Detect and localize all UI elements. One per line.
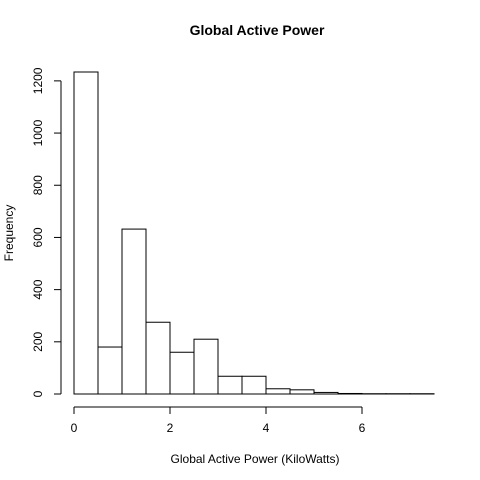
histogram-bar bbox=[194, 339, 218, 394]
histogram-bar bbox=[74, 72, 98, 394]
y-axis: 0 200 400 600 800 1000 1200 bbox=[31, 67, 61, 397]
histogram-bar bbox=[170, 352, 194, 394]
x-axis-label: Global Active Power (KiloWatts) bbox=[171, 452, 340, 466]
histogram-bars bbox=[74, 72, 434, 394]
y-tick-label: 800 bbox=[31, 175, 45, 195]
histogram-bar bbox=[242, 376, 266, 394]
histogram-bar bbox=[314, 392, 338, 394]
histogram-bar bbox=[266, 389, 290, 394]
x-tick-label: 4 bbox=[263, 421, 270, 435]
histogram-bar bbox=[98, 347, 122, 394]
x-tick-label: 6 bbox=[359, 421, 366, 435]
histogram-bar bbox=[218, 376, 242, 394]
y-axis-label: Frequency bbox=[2, 205, 16, 262]
histogram-bar bbox=[146, 322, 170, 394]
x-tick-label: 2 bbox=[167, 421, 174, 435]
y-tick-label: 400 bbox=[31, 279, 45, 299]
x-tick-label: 0 bbox=[71, 421, 78, 435]
x-axis: 0 2 4 6 bbox=[71, 407, 366, 435]
y-tick-label: 600 bbox=[31, 227, 45, 247]
chart-title: Global Active Power bbox=[190, 22, 325, 38]
y-tick-label: 200 bbox=[31, 331, 45, 351]
y-tick-label: 0 bbox=[31, 390, 45, 397]
histogram-bar bbox=[290, 390, 314, 394]
histogram-bar bbox=[122, 229, 146, 394]
histogram-bar bbox=[338, 393, 362, 394]
y-tick-label: 1000 bbox=[31, 119, 45, 146]
y-tick-label: 1200 bbox=[31, 67, 45, 94]
